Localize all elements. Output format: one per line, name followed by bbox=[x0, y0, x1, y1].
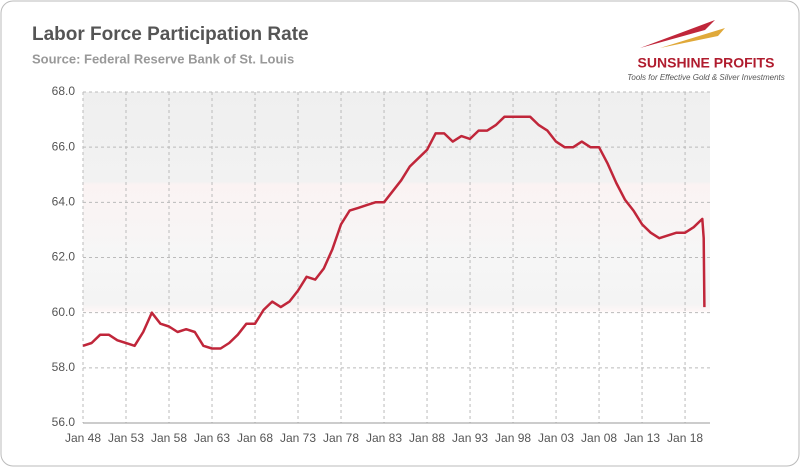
x-tick-label: Jan 93 bbox=[452, 431, 488, 445]
y-tick-label: 58.0 bbox=[52, 360, 76, 374]
x-tick-label: Jan 18 bbox=[667, 431, 703, 445]
x-tick-label: Jan 88 bbox=[409, 431, 445, 445]
chart-subtitle: Source: Federal Reserve Bank of St. Loui… bbox=[32, 51, 294, 66]
y-tick-label: 62.0 bbox=[52, 250, 76, 264]
x-tick-label: Jan 13 bbox=[624, 431, 660, 445]
x-tick-label: Jan 58 bbox=[151, 431, 187, 445]
y-tick-label: 68.0 bbox=[52, 84, 76, 98]
y-tick-label: 66.0 bbox=[52, 139, 76, 153]
x-tick-label: Jan 78 bbox=[323, 431, 359, 445]
logo-mark bbox=[660, 28, 725, 48]
x-tick-label: Jan 63 bbox=[194, 431, 230, 445]
x-tick-label: Jan 68 bbox=[237, 431, 273, 445]
x-tick-label: Jan 83 bbox=[366, 431, 402, 445]
y-tick-label: 64.0 bbox=[52, 195, 76, 209]
data-line bbox=[82, 115, 706, 350]
y-tick-label: 56.0 bbox=[52, 415, 76, 429]
x-tick-label: Jan 98 bbox=[495, 431, 531, 445]
logo-mark bbox=[640, 20, 715, 48]
chart-title: Labor Force Participation Rate bbox=[32, 24, 309, 45]
logo-tagline: Tools for Effective Gold & Silver Invest… bbox=[627, 73, 785, 82]
x-tick-label: Jan 53 bbox=[108, 431, 144, 445]
logo-name: SUNSHINE PROFITS bbox=[638, 55, 775, 71]
y-tick-label: 60.0 bbox=[52, 305, 76, 319]
x-tick-label: Jan 73 bbox=[280, 431, 316, 445]
x-tick-label: Jan 03 bbox=[538, 431, 574, 445]
x-tick-label: Jan 08 bbox=[581, 431, 617, 445]
x-tick-label: Jan 48 bbox=[65, 431, 101, 445]
